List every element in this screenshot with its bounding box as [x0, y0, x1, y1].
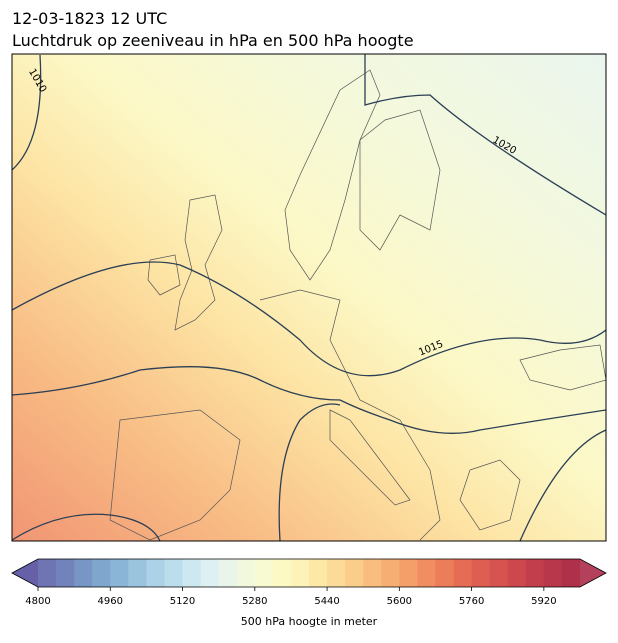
map-frame: [11, 53, 607, 542]
colorbar-tick-label: 4800: [25, 596, 50, 607]
colorbar-bin: [164, 559, 184, 587]
colorbar-label: 500 hPa hoogte in meter: [241, 615, 378, 628]
colorbar-bin: [399, 559, 418, 587]
isobars: [12, 54, 606, 541]
colorbar-bin: [128, 559, 147, 587]
colorbar-tick-label: 5920: [531, 596, 556, 607]
colorbar-bin: [236, 559, 256, 587]
colorbar-bin: [525, 559, 545, 587]
colorbar-bin: [345, 559, 364, 587]
map: 1010 1020 1015: [12, 54, 606, 541]
coastlines: [109, 69, 606, 541]
colorbar-tick-label: 5760: [459, 596, 484, 607]
colorbar-bin: [290, 559, 310, 587]
colorbar-bin: [471, 559, 491, 587]
colorbar-bin: [92, 559, 111, 587]
colorbar-bin: [272, 559, 292, 587]
colorbar-bin: [74, 559, 93, 587]
colorbar-bin: [146, 559, 165, 587]
colorbar: 4800 4960 5120 5280 5440 5600 5760 5920: [11, 558, 607, 607]
colorbar-bin: [489, 559, 509, 587]
colorbar-tick-label: 5120: [170, 596, 195, 607]
colorbar-bin: [200, 559, 220, 587]
colorbar-bin: [507, 559, 527, 587]
colorbar-bin: [417, 559, 436, 587]
colorbar-bin: [327, 559, 346, 587]
colorbar-bin: [309, 559, 328, 587]
map-field: [12, 54, 606, 541]
colorbar-bin: [543, 559, 563, 587]
colorbar-bin: [435, 559, 455, 587]
colorbar-tick-label: 5600: [387, 596, 412, 607]
colorbar-bin: [110, 559, 129, 587]
title: 12-03-1823 12 UTC: [12, 9, 167, 28]
colorbar-bin: [218, 559, 238, 587]
colorbar-bin: [453, 559, 473, 587]
colorbar-bin: [363, 559, 382, 587]
colorbar-tick-label: 5280: [242, 596, 267, 607]
colorbar-extend: [580, 559, 606, 587]
colorbar-bin: [38, 559, 57, 587]
colorbar-bin: [254, 559, 274, 587]
colorbar-bin: [561, 559, 581, 587]
colorbar-extend: [12, 559, 38, 587]
colorbar-tick-label: 5440: [314, 596, 339, 607]
colorbar-bin: [381, 559, 400, 587]
colorbar-bin: [56, 559, 75, 587]
colorbar-tick-label: 4960: [98, 596, 123, 607]
subtitle: Luchtdruk op zeeniveau in hPa en 500 hPa…: [12, 31, 414, 50]
colorbar-bin: [182, 559, 202, 587]
